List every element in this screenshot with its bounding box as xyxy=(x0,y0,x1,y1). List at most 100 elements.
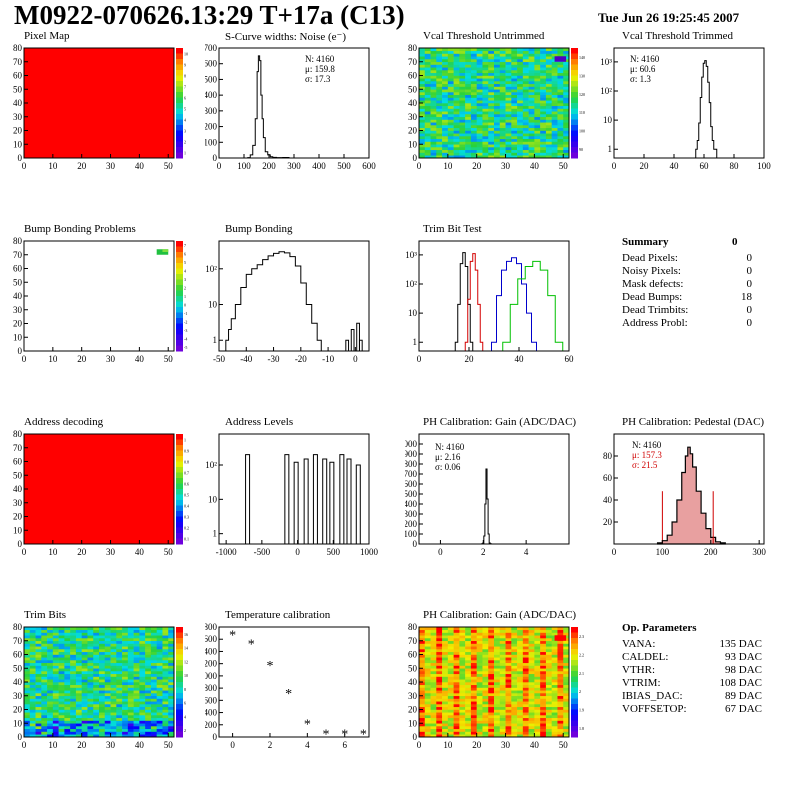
heatmap-cell xyxy=(465,111,472,115)
heatmap-cell xyxy=(110,651,117,655)
heatmap-cell xyxy=(35,734,42,738)
heatmap-cell xyxy=(116,728,123,732)
x-tick-label: -20 xyxy=(295,354,307,364)
heatmap-cell xyxy=(459,715,466,719)
heatmap-cell xyxy=(24,627,31,631)
heatmap-cell xyxy=(168,690,175,694)
heatmap-cell xyxy=(150,682,157,686)
heatmap-cell xyxy=(442,133,449,137)
heatmap-cell xyxy=(24,712,31,716)
heatmap-cell xyxy=(168,638,175,642)
heatmap-cell xyxy=(545,64,552,68)
heatmap-cell xyxy=(499,720,506,724)
heatmap-cell xyxy=(64,660,71,664)
summary-row-label: Dead Pixels: xyxy=(622,252,678,264)
heatmap-cell xyxy=(424,712,431,716)
heatmap-cell xyxy=(528,635,535,639)
heatmap-cell xyxy=(545,632,552,636)
heatmap-cell xyxy=(116,646,123,650)
heatmap-cell xyxy=(545,682,552,686)
heatmap-cell xyxy=(424,72,431,76)
y-tick-label: 1800 xyxy=(205,622,218,632)
heatmap-cell xyxy=(99,654,106,658)
heatmap-cell xyxy=(145,687,152,691)
y-tick-label: 20 xyxy=(13,512,23,522)
chart-title: Address decoding xyxy=(24,416,104,428)
heatmap-cell xyxy=(557,687,564,691)
heatmap-cell xyxy=(499,638,506,642)
heatmap-cell xyxy=(116,682,123,686)
heatmap-cell xyxy=(87,673,94,677)
heatmap-cell xyxy=(430,53,437,57)
heatmap-cell xyxy=(87,651,94,655)
heatmap-cell xyxy=(58,627,65,631)
heatmap-cell xyxy=(41,665,48,669)
heatmap-cell xyxy=(453,693,460,697)
heatmap-cell xyxy=(168,643,175,647)
heatmap-cell xyxy=(127,665,134,669)
heatmap-cell xyxy=(563,632,570,636)
heatmap-cell xyxy=(156,690,163,694)
heatmap-cell xyxy=(551,86,558,90)
heatmap-cell xyxy=(419,89,426,93)
heatmap-cell xyxy=(122,734,129,738)
summary-row-value: 0 xyxy=(746,252,753,264)
heatmap-cell xyxy=(430,657,437,661)
heatmap-cell xyxy=(465,627,472,631)
heatmap-cell xyxy=(551,676,558,680)
heatmap-cell xyxy=(494,59,501,63)
address-decoding-chart: 10.90.80.70.60.50.40.30.20.10 10 20 30 40 500… xyxy=(13,429,189,557)
heatmap-cell xyxy=(563,125,570,129)
heatmap-cell xyxy=(35,712,42,716)
heatmap-cell xyxy=(104,627,111,631)
heatmap-cell xyxy=(511,726,518,730)
heatmap-cell xyxy=(488,114,495,118)
heatmap-cell xyxy=(24,698,31,702)
heatmap-cell xyxy=(156,643,163,647)
heatmap-cell xyxy=(116,684,123,688)
heatmap-cell xyxy=(58,709,65,713)
heatmap-cell xyxy=(470,94,477,98)
heatmap-cell xyxy=(545,726,552,730)
heatmap-cell xyxy=(563,152,570,156)
heatmap-cell xyxy=(419,105,426,109)
heatmap-cell xyxy=(482,695,489,699)
heatmap-cell xyxy=(482,50,489,54)
colorbar-segment xyxy=(176,538,183,545)
heatmap-cell xyxy=(545,657,552,661)
heatmap-cell xyxy=(488,679,495,683)
heatmap-cell xyxy=(459,103,466,107)
heatmap-cell xyxy=(104,660,111,664)
heatmap-cell xyxy=(447,70,454,74)
heatmap-cell xyxy=(557,122,564,126)
heatmap-cell xyxy=(104,704,111,708)
heatmap-cell xyxy=(465,660,472,664)
heatmap-cell xyxy=(41,687,48,691)
heatmap-cell xyxy=(517,712,524,716)
plot-frame xyxy=(218,626,370,738)
heatmap-cell xyxy=(482,676,489,680)
heatmap-cell xyxy=(465,138,472,142)
heatmap-cell xyxy=(488,695,495,699)
heatmap-cell xyxy=(470,108,477,112)
heatmap-cell xyxy=(116,649,123,653)
heatmap-cell xyxy=(122,654,129,658)
heatmap-cell xyxy=(442,649,449,653)
heatmap-cell xyxy=(436,100,443,104)
heatmap-cell xyxy=(168,657,175,661)
heatmap-cell xyxy=(442,97,449,101)
heatmap-cell xyxy=(459,726,466,730)
heatmap-cell xyxy=(459,698,466,702)
heatmap-cell xyxy=(511,100,518,104)
heatmap-cell xyxy=(488,657,495,661)
heatmap-cell xyxy=(81,654,88,658)
heatmap-cell xyxy=(81,665,88,669)
heatmap-cell xyxy=(453,149,460,153)
heatmap-cell xyxy=(75,704,82,708)
heatmap-cell xyxy=(145,679,152,683)
heatmap-cell xyxy=(64,635,71,639)
heatmap-cell xyxy=(150,695,157,699)
heatmap-cell xyxy=(424,671,431,675)
heatmap-cell xyxy=(116,640,123,644)
